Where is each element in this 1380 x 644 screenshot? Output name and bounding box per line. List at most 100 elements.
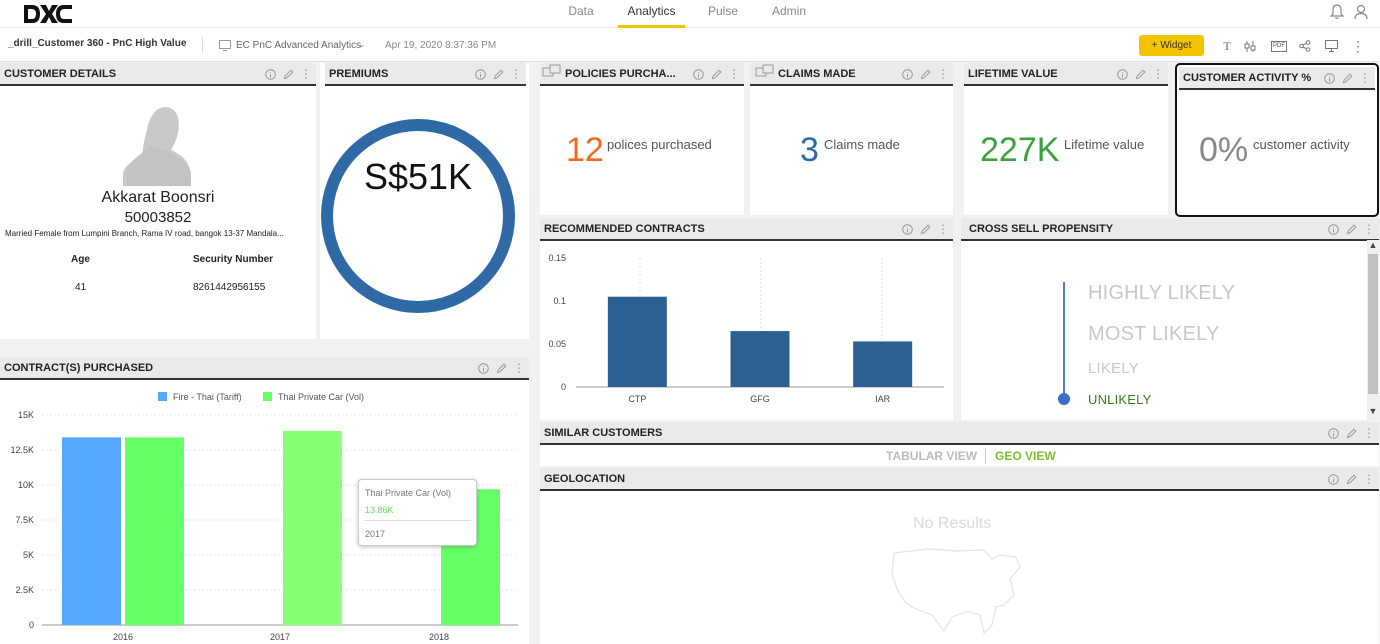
more-icon[interactable]: ⋮ — [937, 222, 949, 236]
tab-divider — [985, 448, 986, 464]
tab-tabular-view[interactable]: TABULAR VIEW — [886, 449, 978, 463]
toolbar-divider — [202, 37, 203, 53]
info-icon[interactable] — [692, 68, 704, 80]
propensity-scale-line — [1063, 282, 1065, 400]
edit-icon[interactable] — [710, 68, 722, 80]
tab-pulse[interactable]: Pulse — [707, 4, 739, 18]
y-tick-label: 0 — [561, 382, 566, 392]
legend-swatch — [263, 392, 272, 401]
more-icon[interactable]: ⋮ — [1351, 37, 1365, 54]
bar-iar — [853, 341, 913, 387]
edit-icon[interactable] — [1134, 68, 1146, 80]
share-icon[interactable] — [1299, 40, 1311, 52]
policies-panel: POLICIES PURCHA... ⋮ 12 polices purchase… — [540, 63, 744, 215]
chevron-down-icon[interactable]: ⌄ — [358, 39, 366, 49]
column-header-security-number: Security Number — [193, 254, 274, 265]
customer-name: Akkarat Boonsri — [101, 189, 215, 206]
y-tick-label: 2.5K — [15, 585, 34, 595]
edit-icon[interactable] — [1341, 72, 1353, 84]
edit-icon[interactable] — [1345, 427, 1357, 439]
edit-icon[interactable] — [919, 223, 931, 235]
bar-2016-1 — [125, 437, 184, 625]
panel-title: CONTRACT(S) PURCHASED — [4, 362, 154, 374]
more-icon[interactable]: ⋮ — [1363, 222, 1375, 236]
panel-title: SIMILAR CUSTOMERS — [544, 427, 663, 439]
more-icon[interactable]: ⋮ — [1363, 472, 1375, 486]
edit-icon[interactable] — [1345, 473, 1357, 485]
info-icon[interactable] — [1116, 68, 1128, 80]
info-icon[interactable] — [1327, 473, 1339, 485]
edit-icon[interactable] — [919, 68, 931, 80]
y-tick-label: 0.15 — [548, 253, 566, 263]
info-icon[interactable] — [264, 68, 276, 80]
premiums-gauge — [321, 119, 515, 313]
info-icon[interactable] — [474, 68, 486, 80]
more-icon[interactable]: ⋮ — [1363, 426, 1375, 440]
y-tick-label: 0.1 — [553, 296, 566, 306]
info-icon[interactable] — [901, 223, 913, 235]
y-tick-label: 0 — [29, 620, 34, 630]
similar-customers-panel: SIMILAR CUSTOMERS ⋮ — [540, 422, 1379, 466]
tab-geo-view[interactable]: GEO VIEW — [995, 449, 1056, 463]
panel-title: CLAIMS MADE — [778, 68, 856, 80]
claims-panel: CLAIMS MADE ⋮ 3 Claims made — [750, 63, 953, 215]
premiums-value: S$51K — [363, 156, 473, 197]
panel-title: CUSTOMER ACTIVITY % — [1183, 72, 1312, 84]
propensity-marker — [1058, 393, 1070, 405]
pdf-icon[interactable]: PDF — [1271, 41, 1287, 52]
cross-sell-panel: CROSS SELL PROPENSITY ⋮ — [961, 218, 1379, 420]
more-icon[interactable]: ⋮ — [1359, 71, 1371, 85]
tab-analytics[interactable]: Analytics — [618, 0, 685, 28]
user-icon[interactable] — [1354, 4, 1368, 20]
policies-value: 12 — [566, 131, 604, 169]
scroll-down-arrow[interactable]: ▼ — [1368, 406, 1378, 416]
filter-icon[interactable] — [1244, 40, 1256, 53]
panel-title: GEOLOCATION — [544, 473, 626, 485]
bar-ctp — [607, 296, 667, 387]
tooltip-category: 2017 — [365, 529, 386, 539]
info-icon[interactable] — [1327, 223, 1339, 235]
edit-icon[interactable] — [282, 68, 294, 80]
edit-icon[interactable] — [1345, 223, 1357, 235]
bar-2016-0 — [62, 437, 121, 625]
tooltip-series: Thai Private Car (Vol) — [365, 488, 452, 498]
workspace-selector[interactable]: EC PnC Advanced Analytics — [236, 40, 362, 51]
bell-icon[interactable] — [1330, 4, 1344, 20]
present-icon[interactable] — [1325, 40, 1338, 52]
scrollbar-thumb[interactable] — [1368, 254, 1378, 394]
activity-label: customer activity — [1253, 137, 1350, 152]
text-icon[interactable]: T — [1223, 38, 1231, 53]
more-icon[interactable]: ⋮ — [510, 67, 522, 81]
contracts-purchased-chart: Fire - Thai (Tariff) Thai Private Car (Vo… — [10, 392, 518, 642]
workspace-icon — [219, 40, 231, 51]
more-icon[interactable]: ⋮ — [513, 361, 525, 375]
edit-icon[interactable] — [492, 68, 504, 80]
usa-map-icon — [891, 548, 1021, 635]
policy-icon — [542, 64, 561, 77]
more-icon[interactable]: ⋮ — [300, 67, 312, 81]
claims-value: 3 — [800, 131, 819, 169]
more-icon[interactable]: ⋮ — [728, 67, 740, 81]
info-icon[interactable] — [477, 362, 489, 374]
more-icon[interactable]: ⋮ — [937, 67, 949, 81]
customer-activity-panel: CUSTOMER ACTIVITY % ⋮ 0% customer activi… — [1175, 63, 1379, 217]
bar-gfg — [730, 331, 790, 387]
tab-admin[interactable]: Admin — [771, 4, 806, 18]
panel-title: CUSTOMER DETAILS — [4, 68, 117, 80]
customer-details-panel: CUSTOMER DETAILS ⋮ — [0, 63, 316, 339]
more-icon[interactable]: ⋮ — [1152, 67, 1164, 81]
add-widget-button[interactable]: + Widget — [1139, 35, 1204, 56]
legend-label: Thai Private Car (Vol) — [278, 392, 364, 402]
y-tick-label: 7.5K — [15, 515, 34, 525]
top-navigation-bar — [0, 0, 1380, 28]
scroll-up-arrow[interactable]: ▲ — [1368, 240, 1378, 250]
tab-data[interactable]: Data — [568, 4, 594, 18]
level-highly-likely: HIGHLY LIKELY — [1088, 282, 1236, 304]
edit-icon[interactable] — [495, 362, 507, 374]
info-icon[interactable] — [901, 68, 913, 80]
scrollbar[interactable]: ▲ ▼ — [1367, 240, 1379, 420]
info-icon[interactable] — [1327, 427, 1339, 439]
panel-title: PREMIUMS — [329, 68, 389, 80]
info-icon[interactable] — [1323, 72, 1335, 84]
customer-description: Married Female from Lumpini Branch, Rama… — [5, 229, 284, 238]
